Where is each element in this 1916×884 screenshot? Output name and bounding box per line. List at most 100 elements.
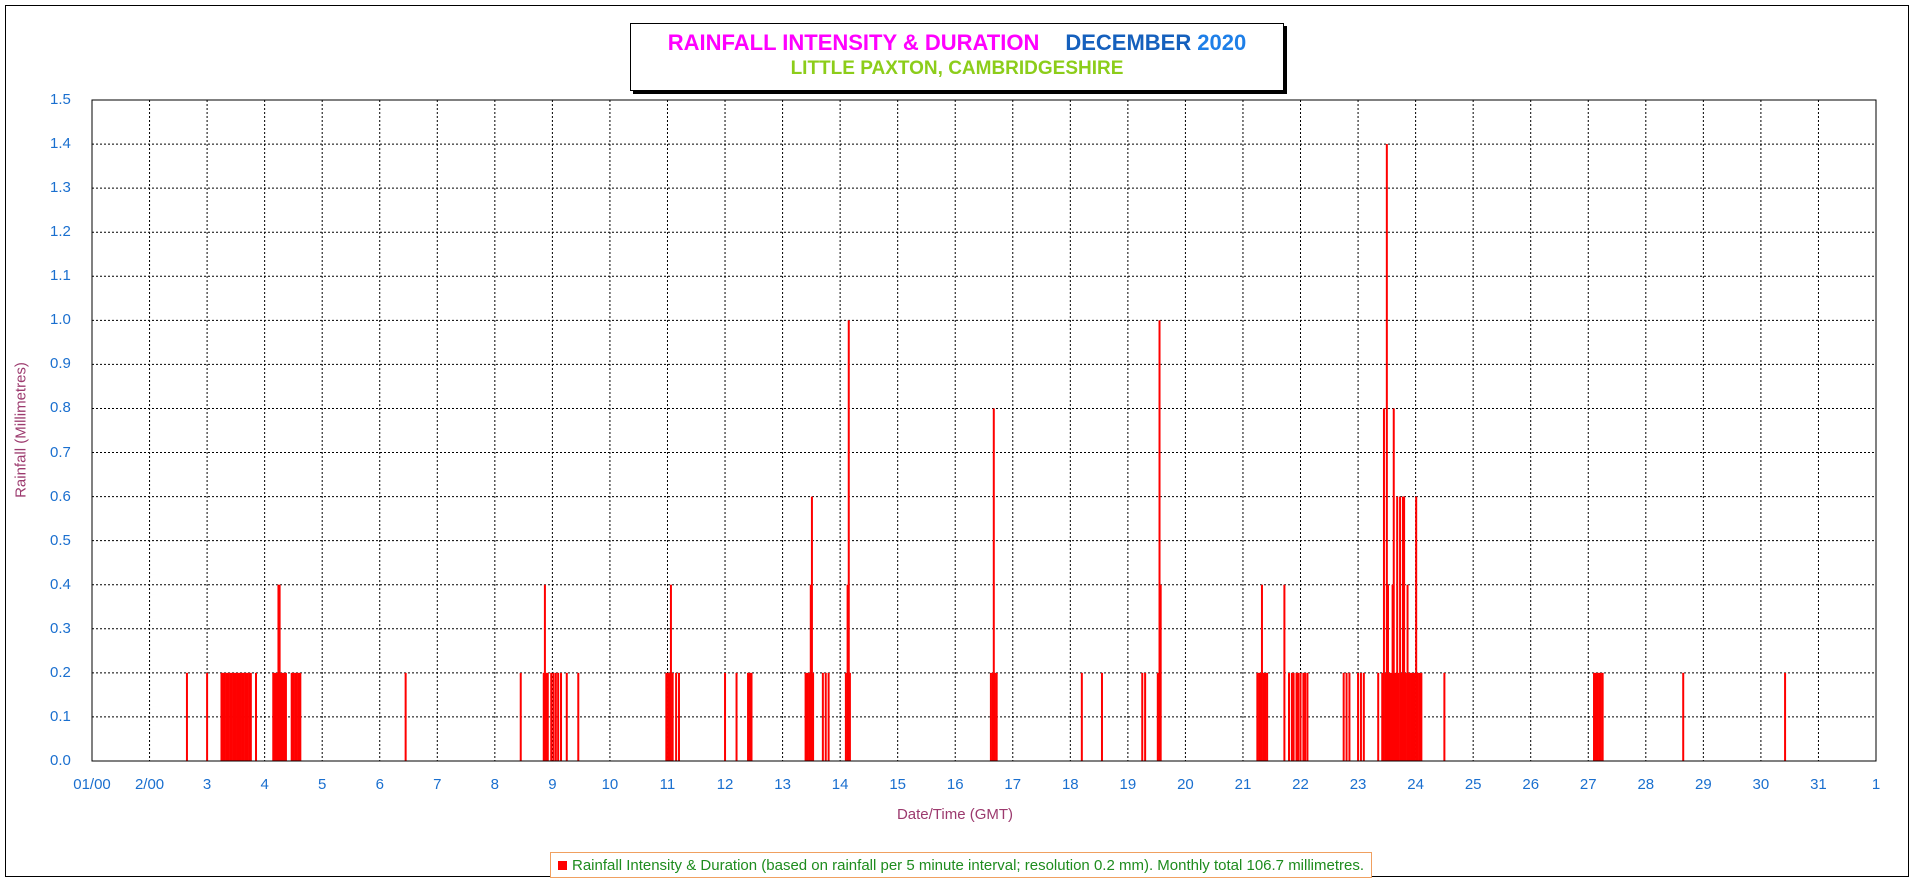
x-tick-label: 18 bbox=[1061, 776, 1079, 793]
x-tick-label: 5 bbox=[318, 776, 327, 793]
y-tick-label: 0.1 bbox=[50, 707, 71, 725]
x-tick-label: 3 bbox=[202, 776, 212, 793]
rain-bar bbox=[292, 672, 295, 761]
rain-bar bbox=[1342, 672, 1345, 761]
rain-bar bbox=[229, 672, 232, 761]
rain-bar bbox=[844, 672, 847, 761]
x-tick-label: 24 bbox=[1407, 776, 1424, 793]
rain-bar bbox=[1283, 584, 1286, 761]
rain-bar bbox=[1416, 672, 1419, 761]
rain-bar bbox=[222, 672, 225, 761]
rain-bar bbox=[295, 672, 298, 761]
rain-bar bbox=[1264, 672, 1267, 761]
rain-bar bbox=[806, 672, 809, 761]
rain-bar bbox=[1404, 672, 1407, 761]
rain-bar bbox=[1401, 496, 1404, 761]
rain-bar bbox=[1399, 496, 1402, 761]
x-tick-label: 23 bbox=[1349, 776, 1367, 793]
rain-bar bbox=[1784, 672, 1787, 761]
x-tick-label: 14 bbox=[831, 776, 849, 793]
rain-bar bbox=[1594, 672, 1597, 761]
rain-bar bbox=[244, 672, 247, 761]
y-tick-label: 0.4 bbox=[50, 575, 71, 593]
x-tick-label: 21 bbox=[1234, 776, 1252, 793]
x-tick-label: 25 bbox=[1464, 776, 1482, 793]
rain-bar bbox=[1408, 672, 1411, 761]
title-year: 2020 bbox=[1197, 30, 1247, 55]
x-tick-label: 10 bbox=[601, 776, 619, 793]
rain-bar bbox=[675, 672, 678, 761]
rain-bar bbox=[1403, 496, 1406, 761]
legend-entry: Rainfall Intensity & Duration (based on … bbox=[572, 856, 1365, 874]
rain-bar bbox=[185, 672, 188, 761]
rain-bar bbox=[1411, 672, 1414, 761]
rain-bar bbox=[1359, 672, 1362, 761]
rain-bar bbox=[232, 672, 235, 761]
y-tick-label: 1.0 bbox=[50, 311, 71, 329]
rain-bar bbox=[1400, 672, 1403, 761]
rain-bar bbox=[848, 672, 851, 761]
x-tick-label: 2/00 bbox=[134, 776, 165, 793]
x-tick-label: 28 bbox=[1637, 776, 1655, 793]
x-tick-label: 6 bbox=[375, 776, 384, 793]
y-tick-label: 0.2 bbox=[50, 663, 71, 681]
rain-bar bbox=[1682, 672, 1685, 761]
rain-bar bbox=[246, 672, 249, 761]
rain-bar bbox=[248, 672, 251, 761]
rain-bar bbox=[668, 672, 671, 761]
x-tick-label: 13 bbox=[774, 776, 791, 793]
rain-bar bbox=[810, 496, 813, 761]
rain-bar bbox=[1260, 584, 1263, 761]
rain-bar bbox=[290, 672, 293, 761]
rain-bar bbox=[236, 672, 239, 761]
rain-bar bbox=[667, 672, 670, 761]
rain-bar bbox=[1299, 672, 1302, 761]
x-tick-label: 1 bbox=[1871, 776, 1881, 793]
rain-bar bbox=[809, 584, 812, 761]
rain-bar bbox=[821, 672, 824, 761]
rain-bar bbox=[1159, 584, 1162, 761]
rain-bar bbox=[1381, 672, 1384, 761]
rain-bar bbox=[995, 672, 998, 761]
rain-bar bbox=[747, 672, 750, 761]
rain-bar bbox=[665, 672, 668, 761]
y-tick-label: 0.3 bbox=[50, 619, 71, 637]
rain-bar bbox=[991, 672, 994, 761]
rain-bar bbox=[1362, 672, 1365, 761]
rain-bar bbox=[1259, 672, 1262, 761]
rain-bar bbox=[227, 672, 230, 761]
rain-bar bbox=[748, 672, 751, 761]
rain-bar bbox=[1256, 672, 1259, 761]
rain-bar bbox=[1258, 672, 1261, 761]
x-tick-label: 12 bbox=[716, 776, 734, 793]
rain-bar bbox=[1382, 408, 1385, 761]
rain-bar bbox=[1384, 672, 1387, 761]
y-tick-label: 0.7 bbox=[50, 443, 71, 461]
rain-bar bbox=[275, 672, 278, 761]
rain-bar bbox=[283, 672, 286, 761]
y-tick-label: 1.4 bbox=[50, 135, 71, 153]
rain-bar bbox=[989, 672, 992, 761]
rain-bar bbox=[1395, 672, 1398, 761]
rain-bar bbox=[1377, 672, 1380, 761]
rain-bar bbox=[1443, 672, 1446, 761]
rain-bar bbox=[552, 672, 555, 761]
y-tick-label: 0.0 bbox=[50, 752, 71, 769]
rain-bar bbox=[993, 672, 996, 761]
x-tick-label: 7 bbox=[433, 776, 442, 793]
rain-bar bbox=[1385, 144, 1388, 762]
y-tick-label: 1.5 bbox=[50, 91, 71, 108]
rain-bar bbox=[1396, 496, 1399, 761]
rain-bar bbox=[404, 672, 407, 761]
rain-bar bbox=[542, 672, 545, 761]
rain-bar bbox=[278, 584, 281, 761]
rain-bar bbox=[1156, 672, 1159, 761]
rain-bar bbox=[545, 672, 548, 761]
x-tick-label: 22 bbox=[1292, 776, 1309, 793]
rain-bar bbox=[297, 672, 300, 761]
x-tick-label: 4 bbox=[260, 776, 269, 793]
rain-bar bbox=[519, 672, 522, 761]
rain-bar bbox=[241, 672, 244, 761]
rain-bar bbox=[546, 672, 549, 761]
chart-subtitle: LITTLE PAXTON, CAMBRIDGESHIRE bbox=[790, 58, 1124, 79]
